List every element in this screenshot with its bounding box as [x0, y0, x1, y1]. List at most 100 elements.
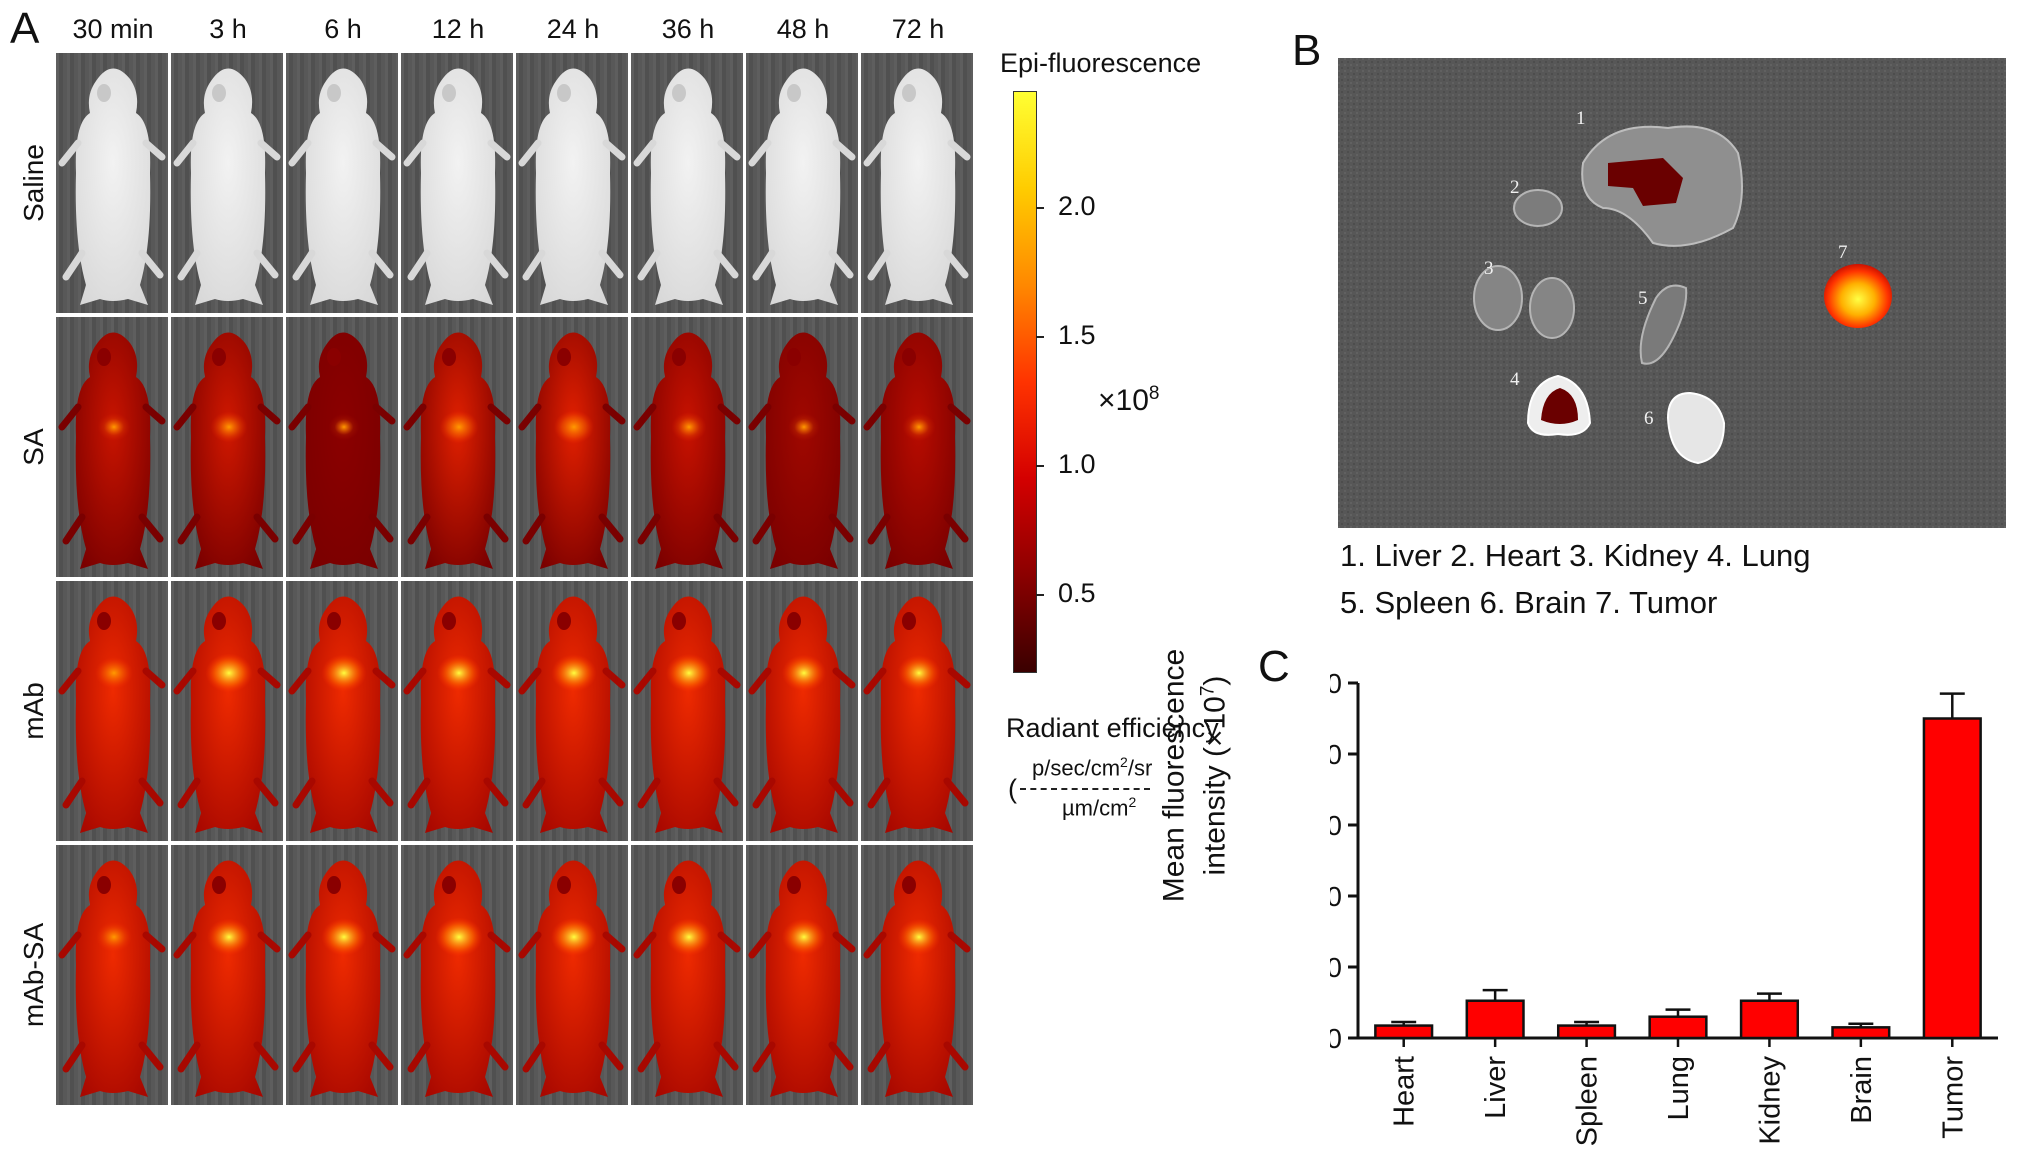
- mouse-image: [56, 53, 168, 313]
- mouse-silhouette: [633, 68, 741, 305]
- x-tick-label: Lung: [1663, 1056, 1695, 1121]
- mouse-body: [535, 68, 611, 305]
- mouse-body: [650, 332, 726, 569]
- mouse-image: [746, 53, 858, 313]
- organ-kidney-left: [1473, 265, 1523, 331]
- mouse-body: [420, 68, 496, 305]
- mouse-image-grid: [56, 53, 978, 1105]
- mouse-silhouette: [173, 68, 281, 305]
- chart-ylabel: Mean fluorescence intensity (×107): [1158, 616, 1233, 936]
- mouse-image: [861, 317, 973, 577]
- chart-ylabel-line-1: Mean fluorescence: [1157, 648, 1191, 903]
- mouse-body: [880, 860, 956, 1097]
- fluorescence-hotspot: [321, 918, 367, 956]
- fluorescence-hotspot: [897, 919, 941, 955]
- unit-fraction-line: [1020, 788, 1150, 790]
- fluorescence-hotspot: [439, 410, 479, 444]
- organ-number-4: 4: [1510, 369, 1520, 390]
- colorbar-tick-label: 2.0: [1058, 191, 1096, 221]
- mouse-image: [401, 53, 513, 313]
- unit-num-b: /sr: [1127, 755, 1153, 781]
- colorbar-gradient: [1013, 91, 1037, 673]
- organ-number-6: 6: [1644, 408, 1654, 429]
- mouse-silhouette: [58, 860, 166, 1097]
- mouse-silhouette: [403, 860, 511, 1097]
- mouse-body: [535, 332, 611, 569]
- mouse-image: [286, 317, 398, 577]
- mouse-body: [765, 596, 841, 833]
- mouse-silhouette: [518, 596, 626, 833]
- mouse-image: [56, 317, 168, 577]
- colorbar-unit-fraction: ( p/sec/cm2/sr µm/cm2: [1008, 752, 1188, 832]
- mouse-image: [861, 53, 973, 313]
- x-tick-label: Spleen: [1572, 1056, 1604, 1146]
- mouse-silhouette: [58, 68, 166, 305]
- fluorescence-hotspot: [788, 413, 820, 441]
- mouse-silhouette: [518, 68, 626, 305]
- fluorescence-hotspot: [551, 917, 597, 957]
- x-tick-label: Kidney: [1754, 1056, 1786, 1145]
- mouse-silhouette: [863, 860, 971, 1097]
- organ-legend-line-1: 1. Liver 2. Heart 3. Kidney 4. Lung: [1340, 538, 1811, 573]
- mouse-silhouette: [748, 596, 856, 833]
- y-tick-label: 80: [1330, 739, 1342, 770]
- mouse-body: [765, 332, 841, 569]
- bar-heart: [1374, 1024, 1434, 1040]
- timepoint-label-6: 48 h: [776, 14, 830, 44]
- mouse-body: [880, 68, 956, 305]
- mouse-body: [190, 860, 266, 1097]
- fluorescence-hotspot: [328, 413, 360, 441]
- colorbar-multiplier-exponent: 8: [1148, 383, 1160, 404]
- fluorescence-hotspot: [782, 918, 826, 956]
- bar-kidney: [1739, 999, 1800, 1040]
- mouse-silhouette: [863, 596, 971, 833]
- group-label-1: SA: [18, 428, 49, 466]
- mouse-image: [631, 53, 743, 313]
- y-tick-label: 40: [1330, 881, 1342, 912]
- fluorescence-hotspot: [210, 411, 248, 443]
- mouse-image: [516, 581, 628, 841]
- ylabel-close: ): [1198, 675, 1232, 686]
- bar-brain: [1831, 1026, 1891, 1040]
- group-label-3: mAb-SA: [18, 922, 49, 1028]
- x-tick-label: Tumor: [1937, 1056, 1969, 1139]
- mouse-image: [861, 581, 973, 841]
- timepoint-label-1: 3 h: [209, 14, 247, 44]
- mouse-silhouette: [288, 68, 396, 305]
- fluorescence-bar-chart: 0 20 40 60 80 100 Heart Liver Spleen Lung Kidney Br…: [1330, 668, 1998, 1146]
- mouse-body: [765, 860, 841, 1097]
- organ-number-5: 5: [1638, 288, 1648, 309]
- organ-brain: [1666, 391, 1726, 465]
- organ-spleen: [1639, 284, 1688, 365]
- timepoint-label-3: 12 h: [431, 14, 485, 44]
- colorbar-tick-mark: [1036, 593, 1044, 596]
- fluorescence-hotspot: [97, 413, 131, 441]
- fluorescence-hotspot: [95, 657, 133, 689]
- mouse-image: [631, 845, 743, 1105]
- mouse-silhouette: [748, 332, 856, 569]
- mouse-image: [286, 581, 398, 841]
- organ-kidney-right: [1529, 277, 1575, 339]
- mouse-body: [535, 860, 611, 1097]
- mouse-image: [746, 845, 858, 1105]
- mouse-silhouette: [403, 332, 511, 569]
- y-tick-label: 100: [1330, 668, 1342, 699]
- organ-number-3: 3: [1484, 258, 1494, 279]
- mouse-body: [75, 860, 151, 1097]
- fluorescence-hotspot: [205, 653, 253, 693]
- fluorescence-hotspot: [666, 653, 712, 693]
- timepoint-label-0: 30 min: [72, 14, 154, 44]
- mouse-body: [650, 596, 726, 833]
- mouse-silhouette: [403, 68, 511, 305]
- mouse-silhouette: [518, 860, 626, 1097]
- unit-numerator: p/sec/cm2/sr: [1032, 754, 1152, 781]
- mouse-silhouette: [173, 596, 281, 833]
- fluorescence-hotspot: [435, 917, 483, 957]
- unit-num-sup: 2: [1120, 754, 1128, 770]
- fluorescence-hotspot: [902, 413, 936, 441]
- organ-heart: [1513, 189, 1563, 227]
- mouse-body: [190, 332, 266, 569]
- mouse-body: [765, 68, 841, 305]
- bar-lung: [1648, 1015, 1708, 1040]
- fluorescence-hotspot: [671, 412, 707, 442]
